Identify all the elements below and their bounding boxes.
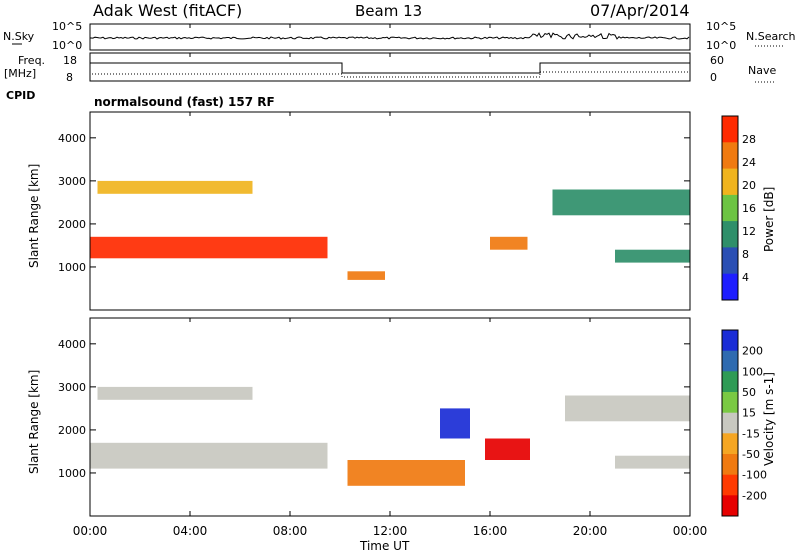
colorbar-tick-label: -200 (742, 489, 767, 502)
cpid-label: CPID (6, 89, 35, 102)
date-title: 07/Apr/2014 (590, 1, 690, 20)
x-tick-label: 00:00 (73, 524, 108, 538)
echo-band (90, 236, 328, 259)
x-axis-label: Time UT (359, 539, 410, 553)
colorbar-segment (722, 247, 738, 275)
echo-band (347, 460, 465, 486)
echo-band (440, 408, 470, 439)
echo-band (615, 249, 690, 263)
colorbar-segment (722, 350, 738, 372)
y-tick-label: 3000 (58, 175, 86, 188)
colorbar-tick-label: 24 (742, 156, 756, 169)
velocity-panel: 1000 2000 3000 4000 Slant Range [km] (27, 317, 691, 517)
y-tick-label: 2000 (58, 424, 86, 437)
colorbar-tick-label: -15 (742, 427, 760, 440)
y-tick-label: 1000 (58, 261, 86, 274)
nave-trace (92, 71, 690, 78)
colorbar-segment (722, 474, 738, 496)
colorbar-segment (722, 371, 738, 393)
x-tick-label: 16:00 (473, 524, 508, 538)
x-tick-label: 20:00 (573, 524, 608, 538)
colorbar-tick-label: 28 (742, 133, 756, 146)
echo-band (565, 395, 690, 422)
y-tick-label: 2000 (58, 218, 86, 231)
x-tick-label: 08:00 (273, 524, 308, 538)
y-tick-label: 1000 (58, 467, 86, 480)
y-tick-label: 3000 (58, 381, 86, 394)
nsky-label: N.Sky (3, 30, 35, 43)
colorbar-segment (722, 116, 738, 143)
velocity-colorbar: 200 100 50 15 -15 -50 -100 -200 (721, 329, 767, 517)
colorbar-tick-label: -100 (742, 469, 767, 482)
colorbar-tick-label: 8 (742, 248, 749, 261)
colorbar-tick-label: 100 (742, 365, 763, 378)
power-panel: 1000 2000 3000 4000 Slant Range [km] (27, 111, 691, 311)
colorbar-segment (722, 142, 738, 170)
freq-label: Freq. (18, 54, 45, 67)
y-tick-label: 4000 (58, 338, 86, 351)
colorbar-segment (722, 495, 738, 517)
nave-label: Nave (748, 64, 776, 77)
y-tick-label: 4000 (58, 132, 86, 145)
echo-band (97, 386, 253, 400)
colorbar-segment (722, 330, 738, 352)
colorbar-segment (722, 221, 738, 248)
velocity-ylabel: Slant Range [km] (27, 370, 41, 474)
power-ylabel: Slant Range [km] (27, 164, 41, 268)
nsky-tick-top: 10^5 (52, 20, 82, 33)
beam-title: Beam 13 (355, 2, 422, 20)
power-colorbar: 4 8 12 16 20 24 28 (721, 115, 756, 301)
nsky-trace (89, 32, 690, 48)
power-y-ticks: 1000 2000 3000 4000 (58, 132, 690, 274)
station-title: Adak West (fitACF) (93, 1, 242, 20)
colorbar-segment (722, 412, 738, 434)
freq-unit: [MHz] (4, 67, 36, 80)
colorbar-tick-label: 200 (742, 345, 763, 358)
freq-tick-top: 18 (63, 54, 77, 67)
echo-band (552, 189, 690, 216)
echo-band (90, 442, 328, 469)
colorbar-tick-label: 20 (742, 179, 756, 192)
velocity-colorbar-label: Velocity [m s-1] (762, 372, 776, 466)
echo-band (490, 236, 528, 250)
colorbar-segment (722, 454, 738, 476)
colorbar-segment (722, 168, 738, 196)
nsearch-tick-bottom: 10^0 (706, 39, 736, 52)
power-colorbar-label: Power [dB] (762, 187, 776, 252)
x-axis-ticks: 00:00 04:00 08:00 12:00 16:00 20:00 00:00 (73, 24, 708, 538)
velocity-y-ticks: 1000 2000 3000 4000 (58, 338, 690, 480)
colorbar-tick-label: 50 (742, 386, 756, 399)
x-tick-label: 12:00 (373, 524, 408, 538)
colorbar-segment (722, 273, 738, 301)
colorbar-tick-label: -50 (742, 448, 760, 461)
x-tick-label: 04:00 (173, 524, 208, 538)
echo-band (485, 438, 530, 460)
colorbar-tick-label: 4 (742, 271, 749, 284)
colorbar-segment (722, 194, 738, 222)
freq-trace (90, 62, 690, 74)
x-tick-label: 00:00 (673, 524, 708, 538)
colorbar-tick-label: 15 (742, 407, 756, 420)
colorbar-tick-label: 12 (742, 225, 756, 238)
freq-tick-bottom: 8 (66, 71, 73, 84)
colorbar-frame (721, 329, 739, 517)
colorbar-frame (721, 115, 739, 301)
echo-band (347, 271, 385, 280)
echo-band (97, 180, 253, 194)
nave-tick-bottom: 0 (710, 71, 717, 84)
colorbar-segment (722, 392, 738, 414)
nsky-tick-bottom: 10^0 (52, 39, 82, 52)
nsearch-tick-top: 10^5 (706, 20, 736, 33)
echo-band (615, 455, 690, 469)
cpid-text: normalsound (fast) 157 RF (94, 95, 275, 109)
power-echo-bands (90, 180, 690, 280)
velocity-echo-bands (90, 386, 690, 486)
colorbar-tick-label: 16 (742, 202, 756, 215)
nsearch-label: N.Search (746, 30, 796, 43)
colorbar-segment (722, 433, 738, 455)
nave-tick-top: 60 (710, 54, 724, 67)
